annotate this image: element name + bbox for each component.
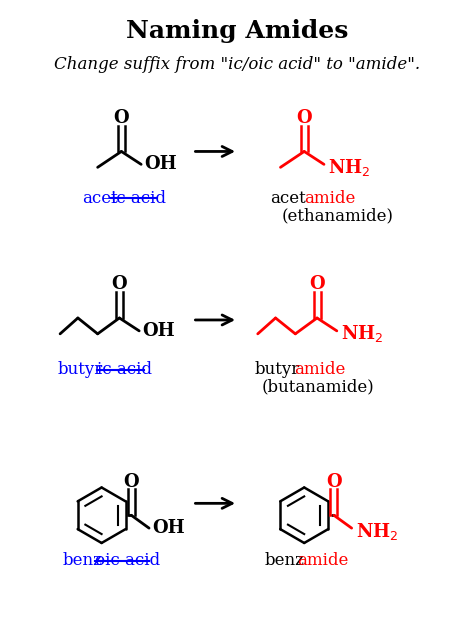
Text: NH$_2$: NH$_2$ <box>341 324 384 344</box>
Text: OH: OH <box>153 519 185 537</box>
Text: butyr: butyr <box>57 361 102 378</box>
Text: ic acid: ic acid <box>97 361 152 378</box>
Text: amide: amide <box>297 552 349 569</box>
Text: benz: benz <box>62 552 102 569</box>
Text: OH: OH <box>143 322 175 340</box>
Text: Naming Amides: Naming Amides <box>126 18 348 42</box>
Text: Change suffix from "ic/oic acid" to "amide".: Change suffix from "ic/oic acid" to "ami… <box>54 56 420 73</box>
Text: O: O <box>296 109 312 127</box>
Text: (butanamide): (butanamide) <box>262 379 374 396</box>
Text: (ethanamide): (ethanamide) <box>282 207 393 224</box>
Text: amide: amide <box>294 361 346 378</box>
Text: O: O <box>111 276 127 293</box>
Text: acet: acet <box>271 190 306 207</box>
Text: OH: OH <box>145 155 177 173</box>
Text: NH$_2$: NH$_2$ <box>328 157 371 178</box>
Text: O: O <box>326 473 342 490</box>
Text: benz: benz <box>264 552 305 569</box>
Text: O: O <box>309 276 325 293</box>
Text: O: O <box>123 473 139 490</box>
Text: acet: acet <box>82 190 118 207</box>
Text: ic acid: ic acid <box>111 190 166 207</box>
Text: oic acid: oic acid <box>95 552 160 569</box>
Text: O: O <box>114 109 129 127</box>
Text: NH$_2$: NH$_2$ <box>356 521 399 542</box>
Text: amide: amide <box>304 190 356 207</box>
Text: butyr: butyr <box>255 361 300 378</box>
